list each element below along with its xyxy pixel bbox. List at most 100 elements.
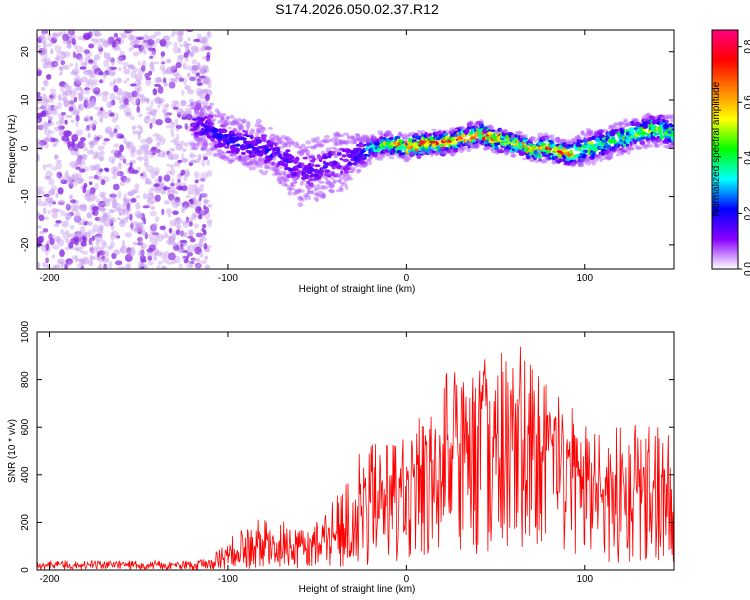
heatmap-cell: [186, 252, 194, 257]
heatmap-cell: [55, 236, 61, 243]
heatmap-cell: [146, 136, 154, 144]
heatmap-cell: [110, 240, 115, 249]
heatmap-cell: [163, 82, 168, 87]
heatmap-cell: [154, 148, 161, 153]
heatmap-cell: [350, 135, 355, 140]
heatmap-cell: [175, 229, 181, 236]
heatmap-cell: [73, 79, 82, 88]
heatmap-cell: [193, 171, 200, 179]
heatmap-cell: [104, 168, 110, 173]
heatmap-cell: [55, 192, 59, 198]
heatmap-cell: [177, 222, 181, 229]
heatmap-cell: [177, 35, 184, 43]
heatmap-cell: [147, 255, 153, 261]
heatmap-cell: [145, 78, 152, 87]
heatmap-cell: [228, 126, 232, 130]
heatmap-cell: [549, 134, 555, 138]
heatmap-cell: [184, 169, 190, 178]
heatmap-cell: [89, 164, 96, 172]
heatmap-cell: [91, 98, 96, 105]
heatmap-cell: [119, 98, 123, 106]
heatmap-cell: [267, 126, 274, 130]
heatmap-cell: [143, 192, 147, 200]
heatmap-cell: [180, 249, 185, 253]
heatmap-cell: [137, 249, 145, 258]
heatmap-cell: [146, 199, 151, 207]
heatmap-cell: [69, 70, 78, 76]
heatmap-cell: [180, 99, 187, 107]
heatmap-cell: [241, 121, 246, 124]
heatmap-cell: [80, 137, 86, 142]
heatmap-cell: [46, 264, 50, 269]
heatmap-cell: [654, 143, 659, 148]
heatmap-cell: [609, 133, 615, 137]
heatmap-cell: [150, 34, 157, 39]
heatmap-cell: [47, 104, 52, 110]
heatmap-cell: [109, 217, 116, 224]
heatmap-cell: [71, 134, 79, 142]
heatmap-cell: [317, 190, 323, 194]
heatmap-cell: [179, 43, 183, 48]
heatmap-cell: [355, 147, 362, 152]
heatmap-cell: [293, 181, 298, 184]
heatmap-cell: [283, 177, 290, 183]
heatmap-cell: [200, 172, 208, 180]
heatmap-cell: [118, 67, 122, 72]
heatmap-cell: [191, 65, 197, 69]
heatmap-cell: [137, 61, 141, 66]
heatmap-cell: [312, 157, 316, 161]
heatmap-cell: [184, 257, 189, 261]
heatmap-cell: [185, 195, 192, 199]
heatmap-cell: [37, 37, 43, 44]
heatmap-cell: [124, 216, 130, 221]
heatmap-cell: [56, 56, 64, 62]
heatmap-cell: [389, 136, 395, 141]
heatmap-cell: [91, 197, 96, 202]
heatmap-cell: [92, 224, 100, 232]
heatmap-cell: [157, 85, 164, 94]
heatmap-cell: [420, 129, 426, 135]
heatmap-cell: [37, 186, 44, 191]
heatmap-cell: [340, 182, 348, 187]
heatmap-cell: [297, 202, 304, 208]
heatmap-cell: [537, 132, 544, 138]
heatmap-cell: [188, 221, 193, 227]
heatmap-cell: [342, 158, 350, 163]
heatmap-cell: [199, 184, 205, 188]
heatmap-cell: [121, 201, 128, 210]
heatmap-cell: [126, 262, 132, 269]
heatmap-cell: [179, 231, 187, 237]
heatmap-cell: [168, 227, 173, 234]
heatmap-cell: [81, 154, 88, 160]
heatmap-cell: [210, 118, 217, 122]
heatmap-cell: [88, 69, 94, 76]
heatmap-cell: [140, 65, 146, 72]
heatmap-cell: [110, 230, 119, 238]
heatmap-cell: [100, 179, 106, 186]
heatmap-cell: [44, 175, 51, 180]
heatmap-cell: [67, 261, 73, 266]
colorbar-gradient: [711, 29, 739, 270]
heatmap-cell: [273, 168, 281, 172]
heatmap-cell: [73, 215, 81, 223]
heatmap-cell: [124, 232, 133, 238]
heatmap-cell: [49, 39, 53, 46]
heatmap-cell: [43, 79, 49, 87]
heatmap-cell: [37, 106, 42, 110]
heatmap-cell: [285, 149, 291, 153]
heatmap-cell: [137, 213, 143, 219]
heatmap-cell: [193, 191, 201, 197]
heatmap-cell: [537, 157, 542, 161]
heatmap-cell: [149, 238, 158, 243]
heatmap-cell: [183, 40, 188, 48]
heatmap-cell: [192, 46, 200, 54]
heatmap-cell: [94, 217, 101, 221]
heatmap-cell: [43, 44, 47, 53]
heatmap-cell: [174, 255, 181, 264]
heatmap-cell: [196, 78, 202, 83]
heatmap-cell: [58, 65, 64, 71]
heatmap-cell: [522, 137, 529, 141]
heatmap-cell: [163, 231, 168, 238]
heatmap-cell: [569, 149, 573, 155]
heatmap-cell: [209, 122, 215, 126]
